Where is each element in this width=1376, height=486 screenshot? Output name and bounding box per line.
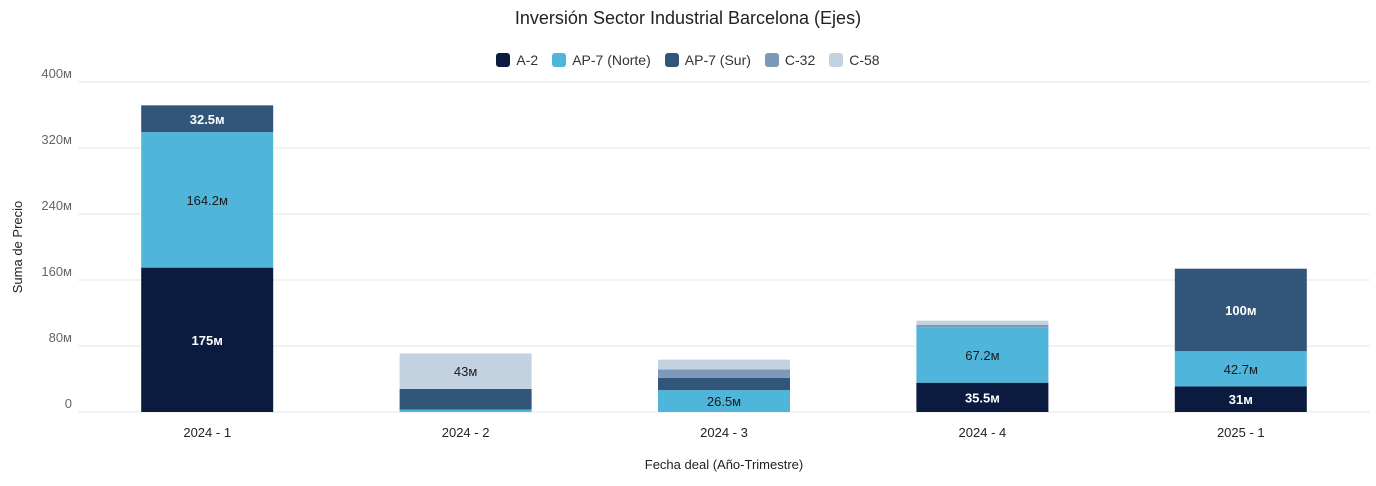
bar-segment[interactable] xyxy=(141,132,274,268)
y-tick-label: 240м xyxy=(41,198,72,213)
legend-swatch xyxy=(829,53,844,67)
bar-segment[interactable] xyxy=(1174,268,1307,352)
legend-swatch xyxy=(496,53,511,67)
gridlines xyxy=(78,81,1370,413)
legend-swatch xyxy=(664,53,679,67)
x-axis-label: Fecha deal (Año-Trimestre) xyxy=(645,457,803,472)
legend-label: AP-7 (Sur) xyxy=(684,52,751,68)
legend-item[interactable]: AP-7 (Norte) xyxy=(552,52,651,68)
bar-segment[interactable] xyxy=(1174,351,1307,387)
data-label: 175м xyxy=(192,333,223,348)
y-tick-label: 320м xyxy=(41,132,72,147)
data-label: 164.2м xyxy=(186,193,228,208)
legend-label: A-2 xyxy=(516,52,539,68)
legend-item[interactable]: C-32 xyxy=(764,52,816,68)
bar-segment[interactable] xyxy=(658,359,790,370)
bar-segment[interactable] xyxy=(141,267,274,412)
legend-swatch xyxy=(552,53,567,67)
data-label: 31м xyxy=(1229,392,1253,407)
bar-segment[interactable] xyxy=(658,390,790,412)
y-tick-label: 80м xyxy=(49,330,72,345)
bar-segment[interactable] xyxy=(916,324,1049,328)
y-axis-label: Suma de Precio xyxy=(10,201,25,294)
bar-segment[interactable] xyxy=(399,353,532,389)
bar-segment[interactable] xyxy=(916,327,1049,383)
bar-segment[interactable] xyxy=(141,105,274,133)
bar-segment[interactable] xyxy=(1174,386,1307,412)
legend-label: C-58 xyxy=(849,52,880,68)
x-tick-label: 2024 - 4 xyxy=(959,425,1007,440)
x-tick-label: 2025 - 1 xyxy=(1217,425,1265,440)
data-label: 43м xyxy=(454,364,477,379)
legend-label: C-32 xyxy=(784,52,816,68)
bars: 175м 164.2м 32.5м 43м 26.5м 35.5м 67.2м 31м 42.7… xyxy=(141,105,1307,412)
legend-label: AP-7 (Norte) xyxy=(572,52,651,68)
bar-segment[interactable] xyxy=(658,377,790,391)
bar-segment[interactable] xyxy=(399,388,532,410)
data-label: 67.2м xyxy=(965,348,999,363)
x-tick-label: 2024 - 1 xyxy=(183,425,231,440)
y-axis-ticks: 0 80м 160м 240м 320м 400м xyxy=(41,66,72,411)
y-tick-label: 0 xyxy=(65,396,72,411)
data-label: 100м xyxy=(1225,303,1256,318)
bar-segment[interactable] xyxy=(658,369,790,378)
x-tick-label: 2024 - 2 xyxy=(442,425,490,440)
y-tick-label: 160м xyxy=(41,264,72,279)
chart-title: Inversión Sector Industrial Barcelona (E… xyxy=(514,8,862,28)
legend-item[interactable]: AP-7 (Sur) xyxy=(664,52,751,68)
legend-item[interactable]: A-2 xyxy=(496,52,538,68)
data-label: 35.5м xyxy=(965,390,1000,405)
x-axis-ticks: 2024 - 1 2024 - 2 2024 - 3 2024 - 4 2025 - 1 xyxy=(183,425,1264,440)
bar-segment[interactable] xyxy=(916,320,1049,325)
bar-segment[interactable] xyxy=(399,409,532,412)
data-label: 42.7м xyxy=(1224,362,1258,377)
legend-item[interactable]: C-58 xyxy=(829,52,880,68)
y-tick-label: 400м xyxy=(41,66,72,81)
chart-legend: A-2 AP-7 (Norte) AP-7 (Sur) C-32 C-58 xyxy=(0,52,1376,68)
bar-segment[interactable] xyxy=(916,382,1049,412)
data-label: 26.5м xyxy=(707,394,741,409)
legend-swatch xyxy=(764,53,779,67)
data-label: 32.5м xyxy=(190,112,225,127)
x-tick-label: 2024 - 3 xyxy=(700,425,748,440)
